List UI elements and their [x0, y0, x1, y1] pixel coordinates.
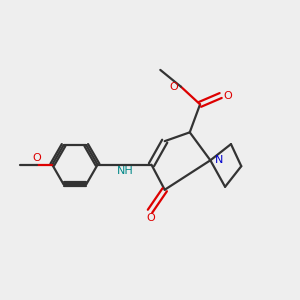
Text: O: O: [146, 213, 155, 223]
Text: O: O: [33, 153, 41, 163]
Text: O: O: [223, 91, 232, 100]
Text: N: N: [215, 155, 224, 165]
Text: NH: NH: [117, 166, 133, 176]
Text: O: O: [170, 82, 178, 92]
